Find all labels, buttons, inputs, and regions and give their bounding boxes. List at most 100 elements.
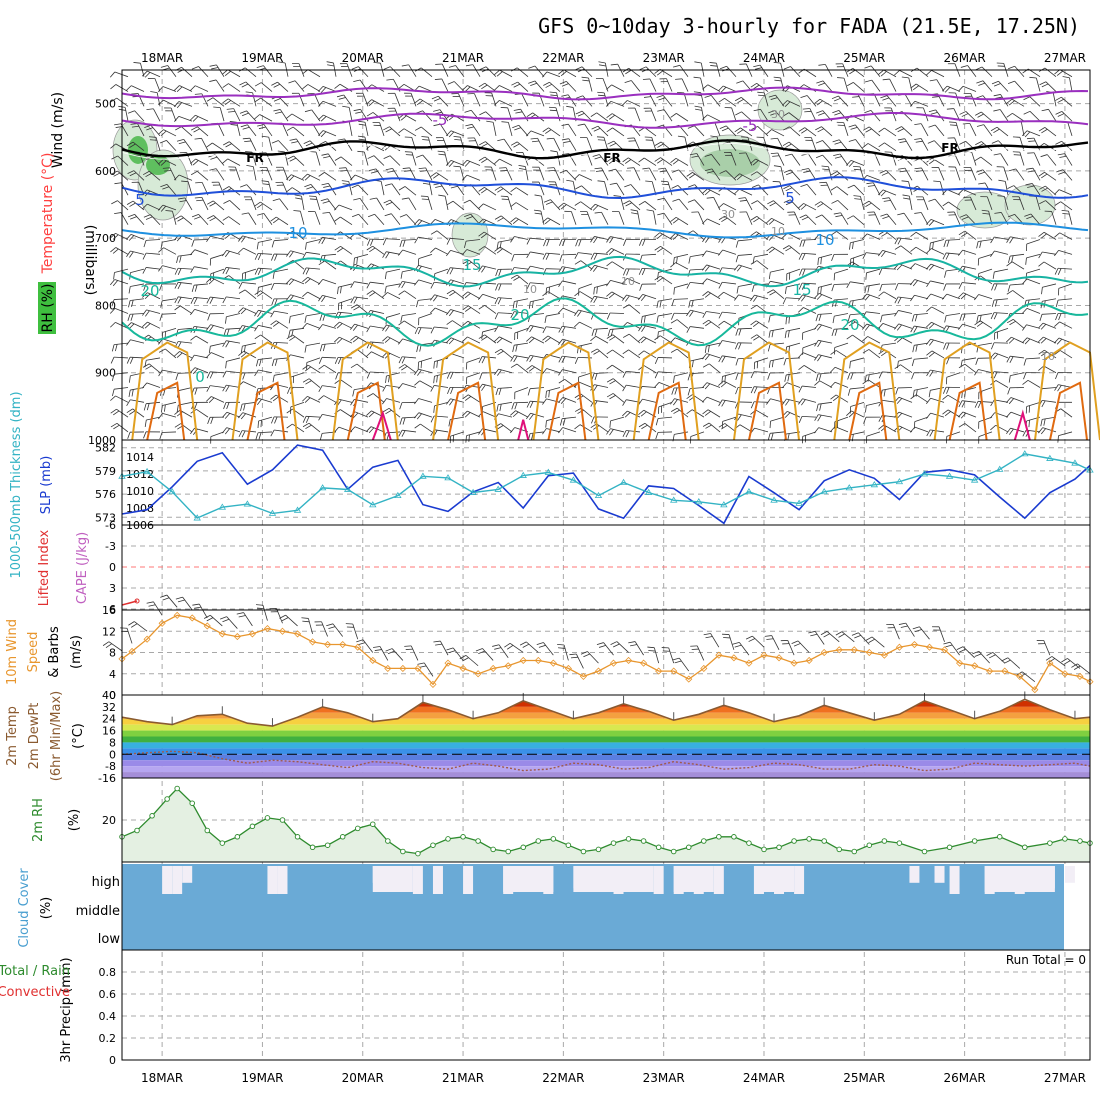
barb-shaft (226, 327, 241, 330)
barb-flag (158, 129, 164, 135)
barb-shaft (946, 325, 961, 329)
barb-flag (575, 239, 579, 247)
wind-barb (206, 385, 225, 392)
barb-flag (1021, 278, 1028, 285)
barb-shaft (595, 203, 609, 211)
barb-flag (548, 286, 550, 294)
wind-barb (830, 231, 849, 240)
barb-shaft (594, 236, 609, 240)
wind-barb (590, 236, 609, 244)
wind-barb (238, 381, 257, 388)
barb-shaft (819, 380, 833, 388)
wind-barb (638, 201, 657, 211)
barb-shaft (610, 236, 625, 240)
barb-flag (126, 408, 133, 414)
wind-barb (223, 141, 241, 152)
barb-shaft (114, 342, 129, 346)
wind-barb (272, 372, 289, 383)
barb-shaft (530, 265, 545, 270)
barb-flag (993, 109, 1001, 112)
wind-barb (158, 99, 177, 107)
barb-flag (865, 128, 872, 133)
barb-flag (926, 70, 932, 76)
wind-barb (798, 385, 817, 393)
barb-flag (413, 412, 420, 419)
barb-flag (688, 184, 695, 188)
barb-flag (816, 404, 819, 412)
barb-shaft (235, 166, 241, 181)
barb-shaft (662, 95, 673, 107)
barb-shaft (1012, 319, 1025, 329)
barb-flag (257, 253, 262, 261)
barb-flag (1038, 251, 1043, 259)
barb-flag (545, 420, 547, 428)
barb-flag (481, 266, 486, 273)
barb-flag (401, 281, 406, 289)
wind-barb (671, 312, 689, 320)
barb-flag (624, 80, 632, 84)
barb-flag (366, 351, 372, 357)
wind-barb (914, 167, 929, 181)
wind-barb (1044, 210, 1057, 225)
wind-barb (256, 213, 273, 225)
barb-shaft (898, 296, 913, 300)
barb-flag (657, 277, 664, 283)
barb-flag (272, 218, 280, 224)
barb-flag (301, 323, 308, 329)
wind-barb (878, 69, 897, 78)
barb-shaft (1068, 211, 1073, 225)
barb-flag (990, 342, 995, 350)
barb-shaft (978, 253, 993, 259)
wind-barb (246, 165, 257, 181)
wind-barb (768, 110, 785, 122)
barb-shaft (499, 158, 513, 166)
barb-flag (831, 254, 835, 262)
barb-flag (926, 248, 932, 254)
wind-barb (510, 311, 529, 319)
barb-flag (704, 189, 711, 196)
barb-shaft (195, 335, 209, 344)
wind-barb (638, 398, 657, 406)
barb-flag (513, 108, 521, 111)
barb-flag (944, 87, 951, 93)
barb-flag (1024, 131, 1031, 138)
wind-barb (1006, 336, 1025, 344)
wind-barb (784, 327, 801, 339)
barb-flag (302, 378, 310, 383)
barb-shaft (857, 93, 865, 107)
wind-barb (494, 336, 513, 344)
barb-shaft (914, 294, 929, 300)
barb-flag (244, 140, 252, 142)
barb-flag (623, 268, 627, 276)
barb-flag (597, 91, 605, 94)
wind-barb (478, 265, 497, 273)
wind-barb (437, 150, 449, 166)
barb-flag (334, 357, 339, 364)
barb-shaft (1018, 196, 1025, 211)
barb-flag (529, 355, 534, 363)
barb-flag (864, 286, 867, 294)
wind-barb (606, 113, 625, 122)
barb-flag (595, 170, 603, 172)
barb-shaft (931, 70, 945, 78)
wind-barb (574, 393, 593, 403)
wind-barb (897, 138, 913, 151)
barb-flag (854, 198, 862, 200)
barb-flag (353, 108, 361, 112)
barb-flag (894, 70, 900, 76)
barb-flag (976, 80, 984, 84)
barb-shaft (994, 268, 1009, 273)
barb-shaft (340, 409, 353, 418)
barb-flag (1024, 213, 1032, 217)
barb-shaft (741, 111, 753, 122)
barb-flag (932, 96, 940, 98)
wind-barb (209, 168, 225, 181)
wind-barb (223, 200, 241, 211)
barb-flag (496, 404, 499, 412)
barb-flag (357, 150, 365, 153)
barb-flag (257, 420, 259, 429)
barb-shaft (1043, 231, 1057, 240)
wind-barb (366, 371, 385, 379)
barb-flag (670, 233, 676, 239)
barb-shaft (434, 281, 449, 285)
